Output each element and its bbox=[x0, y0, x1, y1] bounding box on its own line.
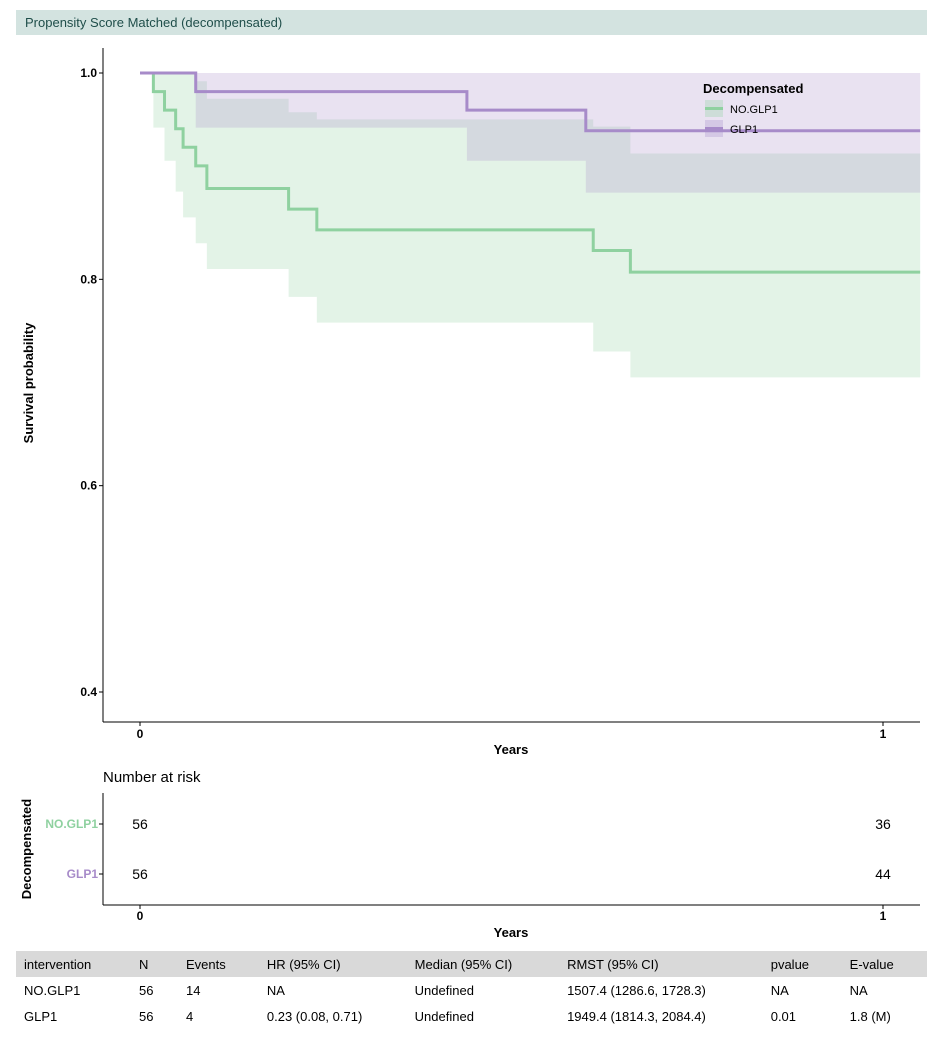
results-column-header: E-value bbox=[841, 951, 927, 977]
table-cell: NO.GLP1 bbox=[24, 982, 81, 998]
results-body: NO.GLP1 56 14 NA Undefined 1507.4 (1286.6, 17… bbox=[16, 977, 927, 1029]
risk-count-no-glp1-1: 36 bbox=[875, 816, 891, 832]
results-column-header: Median (95% CI) bbox=[406, 951, 560, 977]
legend-label-glp1: GLP1 bbox=[730, 124, 758, 136]
table-cell: 1.8 (M) bbox=[849, 1008, 891, 1024]
table-cell: NA bbox=[266, 982, 285, 998]
ci-band-glp1 bbox=[140, 73, 921, 193]
y-tick-label: 1.0 bbox=[80, 66, 97, 80]
results-header-row: intervention N Events HR (95% CI) Median (95… bbox=[16, 951, 927, 977]
table-cell: 4 bbox=[186, 1008, 194, 1024]
table-cell: GLP1 bbox=[24, 1008, 58, 1024]
results-column-header: pvalue bbox=[762, 951, 842, 977]
table-row: GLP1 56 4 0.23 (0.08, 0.71) Undefined 1949.4 … bbox=[16, 1003, 927, 1029]
results-column-header: RMST (95% CI) bbox=[559, 951, 763, 977]
table-cell: 14 bbox=[186, 982, 201, 998]
results-table: intervention N Events HR (95% CI) Median (95… bbox=[16, 951, 927, 1029]
survival-curves bbox=[140, 71, 921, 274]
risk-x-tick-label: 1 bbox=[880, 909, 887, 923]
legend-title: Decompensated bbox=[703, 81, 803, 96]
chart-title: Propensity Score Matched (decompensated) bbox=[25, 15, 283, 30]
table-cell: Undefined bbox=[414, 982, 474, 998]
table-cell: NA bbox=[770, 982, 789, 998]
results-column-header: Events bbox=[178, 951, 259, 977]
risk-x-axis-label: Years bbox=[494, 925, 529, 940]
risk-table-title: Number at risk bbox=[103, 769, 201, 786]
chart-title-bar: Propensity Score Matched (decompensated) bbox=[16, 10, 927, 35]
confidence-bands bbox=[140, 73, 921, 378]
survival-line-glp1 bbox=[140, 71, 921, 133]
legend-label-no-glp1: NO.GLP1 bbox=[730, 104, 778, 116]
risk-row-label-glp1: GLP1 bbox=[67, 867, 99, 881]
ci-band-no-glp1 bbox=[140, 73, 921, 378]
table-cell: 1507.4 (1286.6, 1728.3) bbox=[567, 982, 706, 998]
results-column-header: HR (95% CI) bbox=[258, 951, 407, 977]
table-cell: 0.01 bbox=[770, 1008, 797, 1024]
table-cell: 1949.4 (1814.3, 2084.4) bbox=[567, 1008, 706, 1024]
y-tick-label: 0.8 bbox=[80, 272, 97, 286]
risk-row-label-no-glp1: NO.GLP1 bbox=[45, 817, 98, 831]
table-cell: 56 bbox=[139, 982, 154, 998]
risk-table: Number at risk Decompensated NO.GLP1 56 36 GL… bbox=[19, 769, 920, 940]
results-column-header: intervention bbox=[16, 951, 132, 977]
y-tick-label: 0.4 bbox=[80, 685, 97, 699]
table-cell: 56 bbox=[139, 1008, 154, 1024]
risk-count-glp1-0: 56 bbox=[132, 866, 148, 882]
table-cell: Undefined bbox=[414, 1008, 474, 1024]
risk-count-no-glp1-0: 56 bbox=[132, 816, 148, 832]
risk-x-tick-label: 0 bbox=[137, 909, 144, 923]
table-cell: 0.23 (0.08, 0.71) bbox=[266, 1008, 363, 1024]
chart-axes: 0.4 0.6 0.8 1.0 0 1 Years Survival probability bbox=[21, 48, 920, 757]
x-axis-label: Years bbox=[494, 742, 529, 757]
results-column-header: N bbox=[131, 951, 178, 977]
x-tick-label: 1 bbox=[880, 727, 887, 741]
risk-y-axis-label: Decompensated bbox=[19, 799, 34, 899]
y-axis-label: Survival probability bbox=[21, 322, 36, 443]
table-row: NO.GLP1 56 14 NA Undefined 1507.4 (1286.6, 17… bbox=[16, 977, 927, 1003]
survival-line-no-glp1 bbox=[140, 71, 921, 274]
risk-count-glp1-1: 44 bbox=[875, 866, 891, 882]
table-cell: NA bbox=[849, 982, 868, 998]
x-tick-label: 0 bbox=[137, 727, 144, 741]
y-tick-label: 0.6 bbox=[80, 479, 97, 493]
chart-legend: Decompensated NO.GLP1 GLP1 bbox=[703, 81, 803, 137]
